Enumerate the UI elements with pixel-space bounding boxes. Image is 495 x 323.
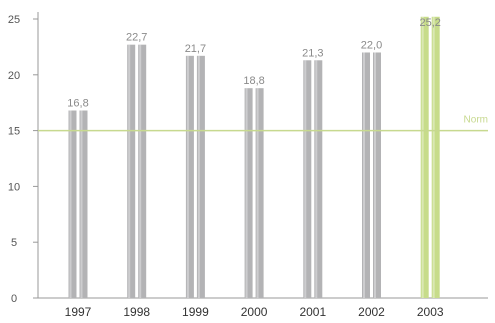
- bar-column: [373, 52, 381, 299]
- bar-column-highlight: [374, 52, 376, 299]
- bar-column-highlight: [197, 55, 200, 298]
- x-tick-label: 2003: [417, 305, 444, 319]
- bar-column: [420, 16, 429, 298]
- bar-column: [127, 44, 136, 298]
- bar-1999: [185, 55, 205, 298]
- bar-2003: [420, 16, 440, 298]
- data-label: 22,7: [126, 32, 147, 44]
- y-tick-label: 25: [8, 14, 20, 26]
- data-label: 21,7: [185, 43, 206, 55]
- data-label: 21,3: [302, 47, 323, 59]
- bar-1998: [127, 44, 147, 298]
- y-tick-label: 15: [8, 126, 20, 138]
- bar-column: [79, 110, 88, 299]
- bar-column-highlight: [421, 16, 424, 298]
- data-label: 25,2: [419, 17, 440, 29]
- bar-2001: [303, 60, 323, 299]
- bar-column: [196, 55, 205, 298]
- bar-column: [314, 60, 323, 299]
- bar-column-highlight: [256, 88, 259, 298]
- x-tick-label: 2001: [299, 305, 326, 319]
- x-tick-label: 1998: [123, 305, 150, 319]
- y-axis: 0 5 10 15 20 25: [8, 12, 39, 305]
- bar-column-highlight: [245, 88, 248, 298]
- bar-column: [138, 44, 147, 298]
- data-labels: 16,8 22,7 21,7 18,8 21,3 22,0 25,2: [67, 17, 441, 110]
- bars: [68, 16, 440, 299]
- bar-column-highlight: [80, 110, 83, 299]
- bar-column-highlight: [304, 60, 307, 299]
- norm-reference: Norm: [38, 115, 488, 132]
- data-label: 22,0: [361, 39, 382, 51]
- y-ticks: 0 5 10 15 20 25: [8, 14, 38, 305]
- bar-column-highlight: [315, 60, 318, 299]
- data-label: 18,8: [243, 75, 264, 87]
- y-tick-label: 10: [8, 181, 20, 193]
- x-tick-label: 2000: [241, 305, 268, 319]
- y-tick-label: 20: [8, 70, 20, 82]
- x-tick-label: 1999: [182, 305, 209, 319]
- bar-column-highlight: [186, 55, 189, 298]
- bar-2000: [244, 88, 264, 298]
- x-labels: 1997 1998 1999 2000 2001 2002 2003: [65, 305, 444, 319]
- bar-column: [431, 16, 440, 298]
- bar-1997: [68, 110, 88, 299]
- x-tick-label: 1997: [65, 305, 92, 319]
- x-tick-label: 2002: [358, 305, 385, 319]
- bar-column: [185, 55, 194, 298]
- bar-column: [362, 52, 370, 299]
- data-label: 16,8: [67, 98, 88, 110]
- bar-column-highlight: [128, 44, 131, 298]
- y-tick-label: 0: [11, 293, 17, 305]
- bar-2002: [362, 52, 381, 299]
- norm-label: Norm: [464, 115, 488, 126]
- bar-column-highlight: [69, 110, 72, 299]
- bar-column: [303, 60, 312, 299]
- bar-column-highlight: [432, 16, 435, 298]
- bar-column: [255, 88, 264, 298]
- y-tick-label: 5: [11, 237, 17, 249]
- bar-column: [244, 88, 253, 298]
- bar-column-highlight: [363, 52, 365, 299]
- bar-column: [68, 110, 77, 299]
- bar-column-highlight: [139, 44, 142, 298]
